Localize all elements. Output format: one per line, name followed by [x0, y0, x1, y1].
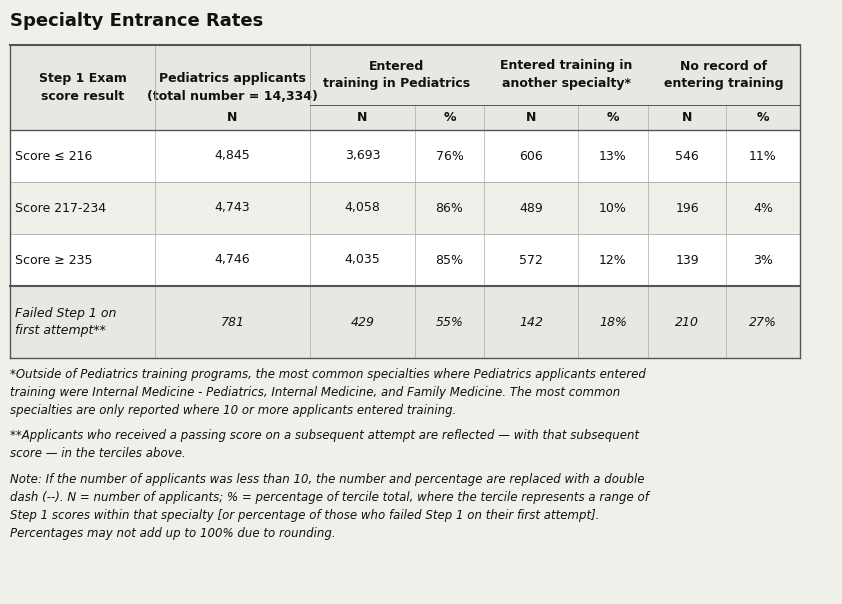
- Text: 142: 142: [519, 315, 543, 329]
- Text: 4,746: 4,746: [215, 254, 250, 266]
- Bar: [10, 286, 800, 358]
- Text: 210: 210: [675, 315, 699, 329]
- Text: Note: If the number of applicants was less than 10, the number and percentage ar: Note: If the number of applicants was le…: [10, 473, 649, 540]
- Text: 4,058: 4,058: [344, 202, 381, 214]
- Text: *Outside of Pediatrics training programs, the most common specialties where Pedi: *Outside of Pediatrics training programs…: [10, 368, 646, 417]
- Text: 572: 572: [519, 254, 543, 266]
- Text: 13%: 13%: [600, 150, 627, 162]
- Bar: [10, 130, 800, 182]
- Text: 55%: 55%: [435, 315, 463, 329]
- Text: No record of
entering training: No record of entering training: [664, 60, 784, 91]
- Text: N: N: [357, 111, 368, 124]
- Text: Entered
training in Pediatrics: Entered training in Pediatrics: [323, 60, 471, 91]
- Text: N: N: [525, 111, 536, 124]
- Bar: [10, 45, 800, 130]
- Bar: [10, 234, 800, 286]
- Text: 27%: 27%: [749, 315, 777, 329]
- Text: 3%: 3%: [753, 254, 773, 266]
- Text: 4%: 4%: [753, 202, 773, 214]
- Text: Failed Step 1 on
first attempt**: Failed Step 1 on first attempt**: [15, 307, 116, 337]
- Text: 139: 139: [675, 254, 699, 266]
- Text: 18%: 18%: [599, 315, 627, 329]
- Text: Specialty Entrance Rates: Specialty Entrance Rates: [10, 12, 264, 30]
- Text: Step 1 Exam
score result: Step 1 Exam score result: [39, 72, 126, 103]
- Text: 10%: 10%: [599, 202, 627, 214]
- Text: 489: 489: [520, 202, 543, 214]
- Text: 606: 606: [520, 150, 543, 162]
- Text: 85%: 85%: [435, 254, 463, 266]
- Text: %: %: [607, 111, 619, 124]
- Text: 4,845: 4,845: [215, 150, 250, 162]
- Text: Score ≥ 235: Score ≥ 235: [15, 254, 93, 266]
- Text: 11%: 11%: [749, 150, 777, 162]
- Text: 4,035: 4,035: [344, 254, 381, 266]
- Text: 86%: 86%: [435, 202, 463, 214]
- Text: 76%: 76%: [435, 150, 463, 162]
- Text: Score 217-234: Score 217-234: [15, 202, 106, 214]
- Text: Pediatrics applicants
(total number = 14,334): Pediatrics applicants (total number = 14…: [147, 72, 318, 103]
- Text: %: %: [443, 111, 456, 124]
- Text: 4,743: 4,743: [215, 202, 250, 214]
- Text: **Applicants who received a passing score on a subsequent attempt are reflected : **Applicants who received a passing scor…: [10, 429, 639, 460]
- Text: 546: 546: [675, 150, 699, 162]
- Text: Score ≤ 216: Score ≤ 216: [15, 150, 93, 162]
- Text: 12%: 12%: [600, 254, 627, 266]
- Text: 3,693: 3,693: [344, 150, 381, 162]
- Text: Entered training in
another specialty*: Entered training in another specialty*: [500, 60, 632, 91]
- Text: N: N: [227, 111, 237, 124]
- Text: %: %: [757, 111, 770, 124]
- Text: N: N: [682, 111, 692, 124]
- Bar: [10, 182, 800, 234]
- Text: 196: 196: [675, 202, 699, 214]
- Text: 781: 781: [221, 315, 244, 329]
- Text: 429: 429: [350, 315, 375, 329]
